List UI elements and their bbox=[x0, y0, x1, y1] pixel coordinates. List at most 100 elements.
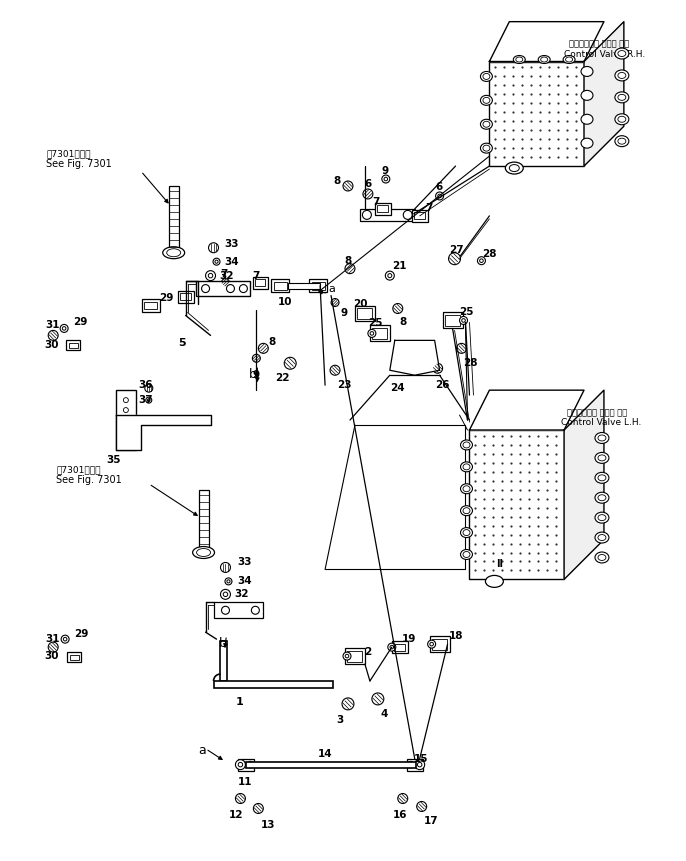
Circle shape bbox=[128, 417, 134, 423]
Circle shape bbox=[345, 263, 355, 274]
Text: 31: 31 bbox=[45, 635, 60, 644]
Bar bbox=[116, 390, 136, 450]
Bar bbox=[357, 308, 372, 319]
Bar bbox=[213, 681, 333, 688]
Ellipse shape bbox=[460, 549, 473, 560]
Ellipse shape bbox=[463, 552, 470, 557]
Circle shape bbox=[206, 270, 215, 281]
Text: 36: 36 bbox=[138, 381, 152, 390]
Text: 34: 34 bbox=[224, 257, 239, 267]
Ellipse shape bbox=[509, 164, 519, 171]
Circle shape bbox=[418, 762, 422, 767]
Circle shape bbox=[146, 397, 152, 403]
Circle shape bbox=[123, 437, 128, 443]
Circle shape bbox=[252, 355, 260, 362]
Ellipse shape bbox=[463, 508, 470, 514]
Text: 25: 25 bbox=[368, 319, 382, 328]
Ellipse shape bbox=[581, 66, 593, 77]
Text: 30: 30 bbox=[44, 651, 59, 661]
Bar bbox=[69, 343, 78, 348]
Ellipse shape bbox=[598, 554, 606, 561]
Text: II: II bbox=[496, 560, 503, 569]
Bar bbox=[414, 213, 425, 220]
Circle shape bbox=[223, 592, 228, 597]
Text: See Fig. 7301: See Fig. 7301 bbox=[46, 159, 112, 169]
Circle shape bbox=[457, 344, 466, 353]
Ellipse shape bbox=[483, 73, 490, 79]
Ellipse shape bbox=[618, 51, 626, 57]
Circle shape bbox=[393, 304, 403, 313]
Circle shape bbox=[62, 326, 66, 331]
Text: 7: 7 bbox=[372, 197, 379, 207]
Text: 9: 9 bbox=[340, 308, 347, 319]
Ellipse shape bbox=[615, 92, 629, 102]
Circle shape bbox=[48, 642, 58, 652]
Ellipse shape bbox=[581, 138, 593, 148]
Circle shape bbox=[462, 319, 465, 322]
Ellipse shape bbox=[460, 505, 473, 516]
Bar bbox=[445, 315, 460, 326]
Ellipse shape bbox=[595, 452, 609, 463]
Ellipse shape bbox=[615, 136, 629, 146]
Bar bbox=[370, 325, 390, 341]
Polygon shape bbox=[584, 22, 624, 166]
Bar bbox=[412, 210, 427, 222]
Bar bbox=[432, 639, 447, 649]
Circle shape bbox=[147, 417, 154, 423]
Ellipse shape bbox=[163, 247, 185, 258]
Text: 34: 34 bbox=[237, 576, 252, 586]
Circle shape bbox=[382, 175, 390, 183]
Ellipse shape bbox=[460, 440, 473, 450]
Text: 33: 33 bbox=[224, 238, 239, 249]
Text: 8: 8 bbox=[344, 256, 351, 266]
Ellipse shape bbox=[541, 57, 547, 62]
Text: 14: 14 bbox=[318, 749, 333, 759]
Text: 8: 8 bbox=[333, 176, 340, 186]
Ellipse shape bbox=[463, 486, 470, 492]
Ellipse shape bbox=[598, 515, 606, 521]
Text: 9: 9 bbox=[252, 370, 259, 381]
Text: 29: 29 bbox=[74, 629, 88, 639]
Bar bbox=[392, 641, 407, 653]
Ellipse shape bbox=[486, 575, 504, 587]
Bar bbox=[66, 340, 80, 350]
Ellipse shape bbox=[483, 121, 490, 127]
Text: 8: 8 bbox=[268, 338, 276, 347]
Circle shape bbox=[343, 181, 353, 191]
Bar bbox=[348, 651, 362, 661]
Circle shape bbox=[202, 285, 209, 293]
Bar bbox=[239, 759, 255, 771]
Circle shape bbox=[343, 652, 351, 660]
Text: 23: 23 bbox=[337, 381, 351, 390]
Ellipse shape bbox=[595, 512, 609, 523]
Circle shape bbox=[438, 195, 441, 198]
Text: 第7301図参照: 第7301図参照 bbox=[46, 149, 91, 158]
Circle shape bbox=[368, 330, 376, 338]
Ellipse shape bbox=[480, 143, 493, 153]
Circle shape bbox=[222, 279, 229, 287]
Ellipse shape bbox=[615, 114, 629, 125]
Circle shape bbox=[345, 654, 348, 658]
Ellipse shape bbox=[615, 70, 629, 81]
Circle shape bbox=[477, 257, 486, 264]
Text: 22: 22 bbox=[275, 373, 289, 383]
Text: 8: 8 bbox=[400, 318, 407, 327]
Ellipse shape bbox=[598, 455, 606, 461]
Circle shape bbox=[123, 428, 128, 432]
Circle shape bbox=[388, 274, 392, 277]
Circle shape bbox=[259, 344, 268, 353]
Bar bbox=[288, 282, 320, 288]
Text: 18: 18 bbox=[449, 631, 463, 641]
Circle shape bbox=[123, 398, 128, 403]
Ellipse shape bbox=[539, 55, 550, 64]
Text: 11: 11 bbox=[237, 777, 252, 787]
Bar bbox=[345, 648, 365, 664]
Text: 12: 12 bbox=[228, 810, 243, 821]
Circle shape bbox=[390, 646, 394, 649]
Text: 16: 16 bbox=[393, 810, 407, 821]
Text: コントロール バルブ 右側: コントロール バルブ 右側 bbox=[569, 40, 629, 48]
Text: Control Valve R.H.: Control Valve R.H. bbox=[564, 50, 646, 59]
Circle shape bbox=[226, 285, 235, 293]
Circle shape bbox=[384, 177, 388, 181]
Circle shape bbox=[147, 399, 150, 401]
